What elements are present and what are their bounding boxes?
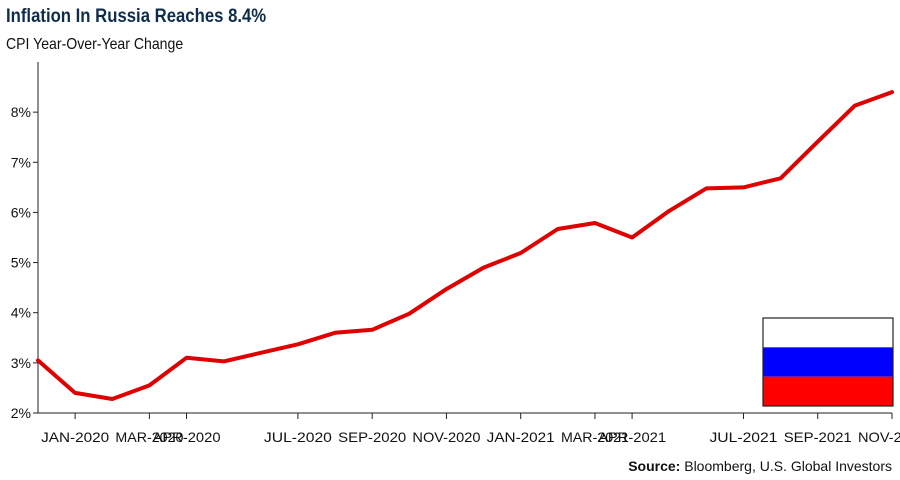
series-cpi: [36, 90, 894, 401]
y-tick-label: 8%: [11, 104, 31, 120]
y-tick-label: 6%: [11, 204, 31, 220]
flag-stripe-blue: [763, 347, 893, 377]
x-tick-label: MAR-2020: [115, 429, 183, 445]
x-tick-label: JAN-2020: [41, 429, 109, 445]
source-label: Source:: [628, 458, 681, 474]
y-tick-label: 5%: [11, 255, 31, 271]
x-tick-label: NOV-2021: [858, 429, 900, 445]
x-tick-label: JAN-2021: [487, 429, 555, 445]
x-tick-label: APR-2020: [153, 429, 221, 445]
y-tick-label: 4%: [11, 305, 31, 321]
x-tick-label: JUL-2021: [709, 429, 777, 445]
flag-stripe-red: [763, 376, 893, 406]
y-tick-label: 2%: [11, 405, 31, 421]
page-subtitle: CPI Year-Over-Year Change: [6, 36, 184, 53]
series-line: [36, 90, 894, 401]
y-tick-label: 7%: [11, 154, 31, 170]
x-tick-label: APR-2021: [598, 429, 666, 445]
y-tick-label: 3%: [11, 355, 31, 371]
source-text: Bloomberg, U.S. Global Investors: [684, 458, 892, 474]
x-tick-label: NOV-2020: [412, 429, 480, 445]
flag-border: [762, 317, 894, 407]
russia-flag-icon: [762, 317, 894, 407]
y-axis: 2% 3% 4% 5% 6% 7% 8%: [11, 62, 39, 421]
x-tick-label: JUL-2020: [264, 429, 332, 445]
page-title: Inflation In Russia Reaches 8.4%: [6, 6, 267, 27]
x-tick-label: MAR-2021: [561, 429, 629, 445]
x-tick-label: SEP-2020: [338, 429, 406, 445]
x-tick-label: SEP-2021: [784, 429, 852, 445]
source-note: Source: Bloomberg, U.S. Global Investors: [628, 458, 892, 474]
flag-stripe-white: [763, 318, 893, 348]
